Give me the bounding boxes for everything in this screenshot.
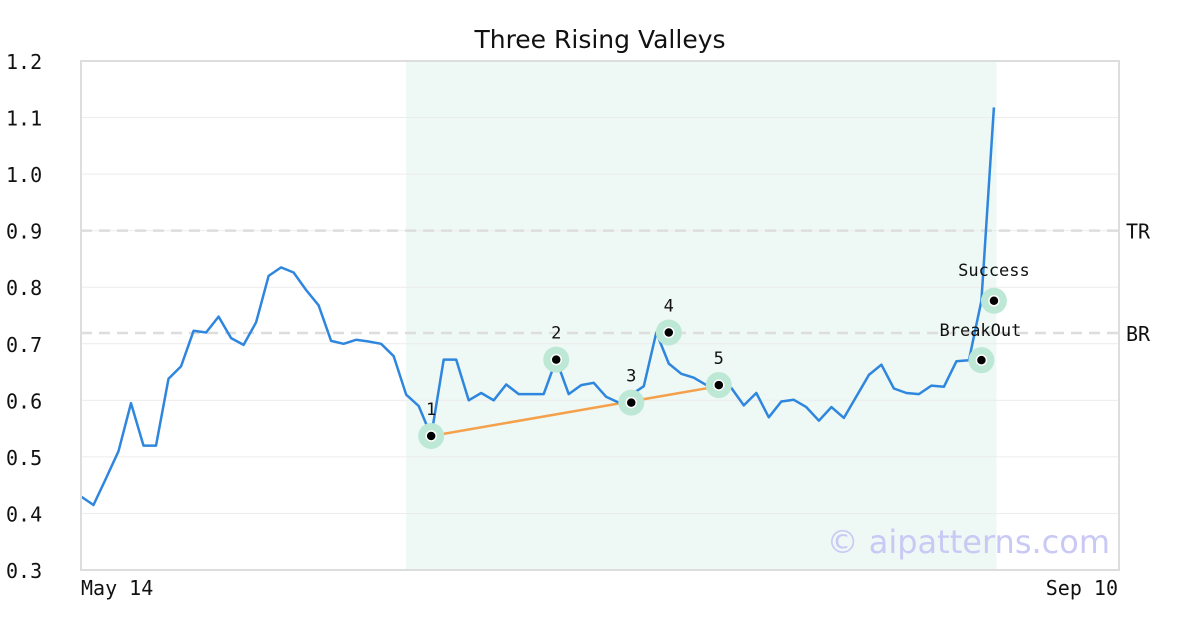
point-marker-breakout — [975, 354, 988, 366]
point-marker-1 — [425, 430, 437, 442]
point-marker-success — [988, 295, 1000, 307]
chart-title: Three Rising Valleys — [473, 25, 725, 54]
point-marker-3 — [625, 396, 638, 409]
y-tick-label: 1.2 — [6, 50, 42, 74]
level-lines: TR BR — [81, 220, 1151, 346]
y-tick-label: 0.3 — [6, 559, 42, 583]
y-tick-label: 0.6 — [6, 389, 42, 413]
series-layer — [80, 107, 996, 507]
point-label-4: 4 — [664, 296, 674, 316]
point-label-3: 3 — [626, 367, 636, 387]
point-marker-5 — [713, 379, 725, 391]
y-tick-label: 0.9 — [6, 220, 42, 244]
level-label-br: BR — [1126, 322, 1151, 346]
y-axis-ticks: 0.3 0.4 0.5 0.6 0.7 0.8 0.9 1.0 1.1 1.2 — [6, 50, 42, 583]
pattern-region — [406, 61, 997, 570]
point-label-5: 5 — [714, 349, 724, 369]
pattern-region-layer — [406, 61, 997, 570]
x-axis-ticks: May 14 Sep 10 — [81, 576, 1118, 600]
watermark: © aipatterns.com — [827, 523, 1110, 561]
y-tick-label: 0.7 — [6, 333, 42, 357]
x-tick-label-start: May 14 — [81, 576, 153, 600]
y-tick-label: 1.1 — [6, 107, 42, 131]
x-tick-label-end: Sep 10 — [1046, 576, 1118, 600]
level-label-tr: TR — [1126, 220, 1151, 244]
point-label-2: 2 — [551, 324, 561, 344]
series-line-0 — [80, 107, 996, 507]
rising-valleys-trend-line — [430, 384, 720, 438]
y-tick-label: 0.8 — [6, 276, 42, 300]
y-tick-label: 0.5 — [6, 446, 42, 470]
point-label-breakout: BreakOut — [939, 321, 1021, 341]
point-marker-4 — [663, 326, 675, 339]
point-label-1: 1 — [426, 400, 436, 420]
pattern-points: 1 2 3 4 5 BreakOut Success — [418, 261, 1030, 449]
point-label-success: Success — [958, 261, 1030, 281]
trend-line-layer — [430, 384, 720, 438]
point-marker-2 — [550, 353, 562, 366]
y-tick-label: 0.4 — [6, 502, 42, 526]
plot-frame — [80, 60, 1120, 571]
y-tick-label: 1.0 — [6, 163, 42, 187]
